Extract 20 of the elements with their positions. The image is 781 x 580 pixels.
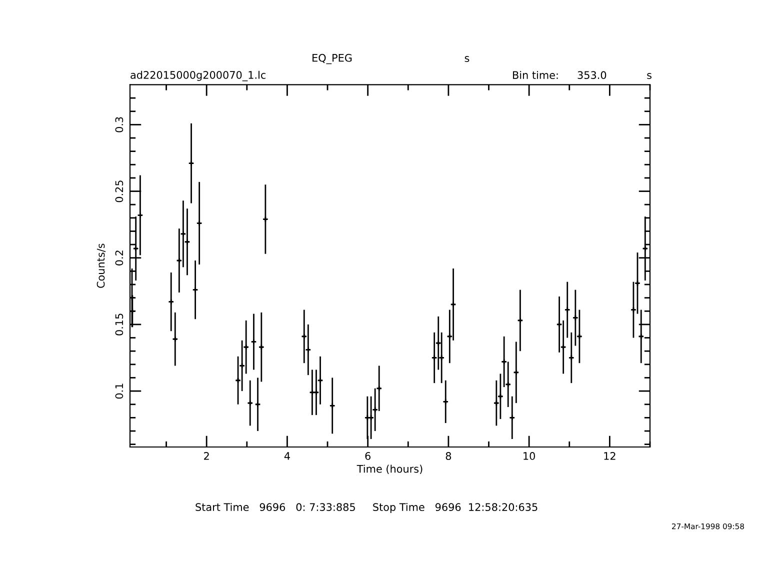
text: Start Time 9696 0: 7:33:885 Stop Time 9696 12:58:20:635 [196, 502, 538, 514]
text: 353.0 [578, 71, 606, 80]
text: Bin time: [513, 70, 558, 80]
x-tick-label: 8 [446, 452, 452, 460]
x-tick-label: 4 [284, 452, 290, 460]
y-tick-label: 0.15 [115, 314, 124, 336]
x-tick-label: 12 [604, 452, 616, 460]
x-tick-label: 6 [365, 452, 370, 460]
y-tick-label: 0.1 [115, 384, 124, 399]
x-tick-label: 2 [204, 452, 209, 460]
x-axis-title: Time (hours) [356, 464, 422, 474]
text: s [647, 73, 652, 80]
text: ad22015000g200070_1.lc [130, 70, 266, 82]
y-tick-label: 0.25 [115, 180, 124, 202]
x-tick-label: 10 [524, 452, 536, 460]
chart-title: EQ_PEG [312, 54, 352, 64]
y-tick-label: 0.3 [115, 117, 124, 132]
y-tick-label: 0.2 [115, 250, 124, 266]
text: s [464, 56, 470, 62]
y-axis-title: Counts/s [96, 244, 106, 288]
